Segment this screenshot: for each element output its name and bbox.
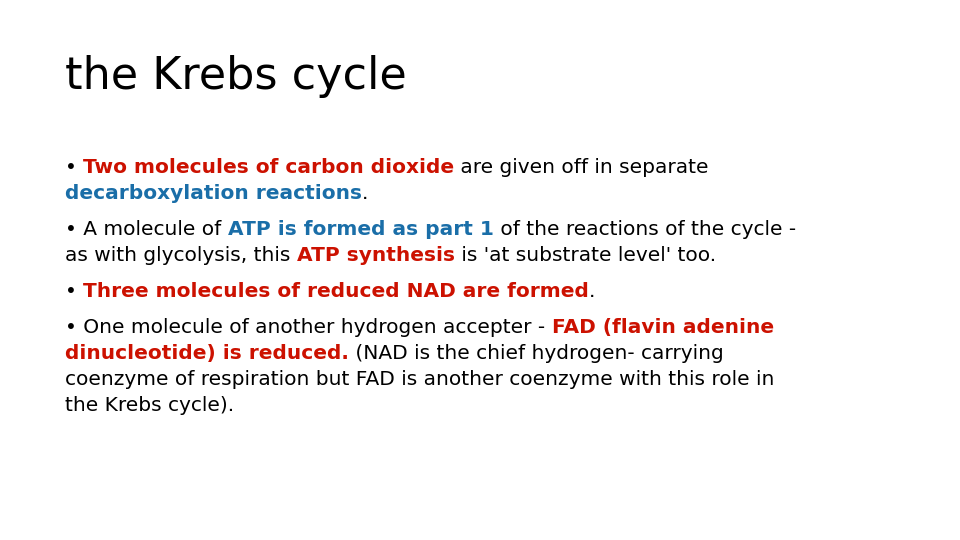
Text: is 'at substrate level' too.: is 'at substrate level' too. [455,246,716,265]
Text: • A molecule of: • A molecule of [65,220,228,239]
Text: ATP is formed as part 1: ATP is formed as part 1 [228,220,493,239]
Text: • One molecule of another hydrogen accepter -: • One molecule of another hydrogen accep… [65,318,551,337]
Text: Three molecules of reduced NAD are formed: Three molecules of reduced NAD are forme… [84,282,589,301]
Text: •: • [65,158,84,177]
Text: coenzyme of respiration but FAD is another coenzyme with this role in: coenzyme of respiration but FAD is anoth… [65,370,775,389]
Text: Two molecules of carbon dioxide: Two molecules of carbon dioxide [84,158,454,177]
Text: as with glycolysis, this: as with glycolysis, this [65,246,297,265]
Text: •: • [65,282,84,301]
Text: .: . [362,184,369,203]
Text: are given off in separate: are given off in separate [454,158,708,177]
Text: FAD (flavin adenine: FAD (flavin adenine [551,318,774,337]
Text: dinucleotide) is reduced.: dinucleotide) is reduced. [65,344,348,363]
Text: (NAD is the chief hydrogen- carrying: (NAD is the chief hydrogen- carrying [348,344,724,363]
Text: the Krebs cycle).: the Krebs cycle). [65,396,234,415]
Text: the Krebs cycle: the Krebs cycle [65,55,407,98]
Text: decarboxylation reactions: decarboxylation reactions [65,184,362,203]
Text: ATP synthesis: ATP synthesis [297,246,455,265]
Text: of the reactions of the cycle -: of the reactions of the cycle - [493,220,796,239]
Text: .: . [589,282,595,301]
